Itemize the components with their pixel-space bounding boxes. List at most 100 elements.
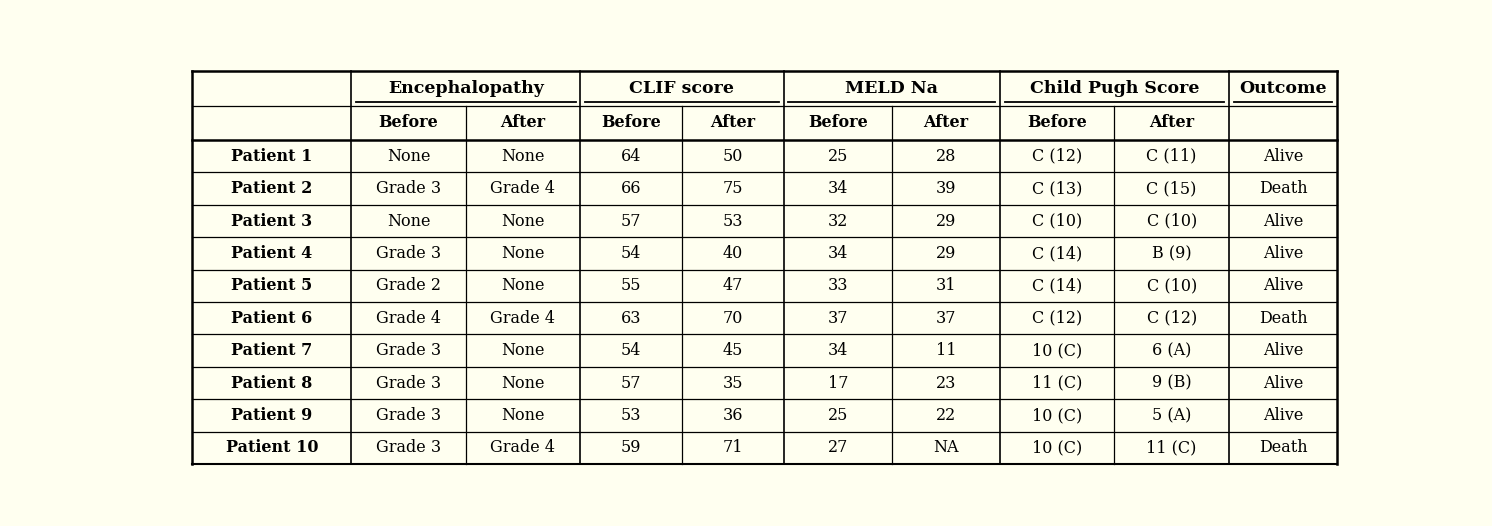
Bar [192, 432, 1337, 464]
Text: C (12): C (12) [1146, 310, 1197, 327]
Text: Alive: Alive [1262, 213, 1303, 229]
Bar [192, 173, 1337, 205]
Text: 54: 54 [621, 342, 642, 359]
Text: Grade 4: Grade 4 [376, 310, 442, 327]
Text: None: None [386, 148, 430, 165]
Text: CLIF score: CLIF score [630, 80, 734, 97]
Bar [192, 399, 1337, 432]
Text: NA: NA [932, 439, 959, 457]
Text: Grade 3: Grade 3 [376, 180, 442, 197]
Text: 32: 32 [828, 213, 847, 229]
Text: Patient 7: Patient 7 [231, 342, 312, 359]
Text: 40: 40 [722, 245, 743, 262]
Bar [192, 205, 1337, 237]
Text: 59: 59 [621, 439, 642, 457]
Text: Grade 4: Grade 4 [491, 439, 555, 457]
Text: 66: 66 [621, 180, 642, 197]
Text: 33: 33 [828, 277, 847, 295]
Text: 71: 71 [722, 439, 743, 457]
Text: None: None [501, 407, 545, 424]
Text: After: After [500, 114, 546, 132]
Text: 34: 34 [828, 342, 847, 359]
Text: 63: 63 [621, 310, 642, 327]
Text: 70: 70 [722, 310, 743, 327]
Text: C (13): C (13) [1032, 180, 1082, 197]
Text: 6 (A): 6 (A) [1152, 342, 1191, 359]
Text: Grade 2: Grade 2 [376, 277, 442, 295]
Text: Patient 3: Patient 3 [231, 213, 312, 229]
Text: Grade 4: Grade 4 [491, 310, 555, 327]
Text: 17: 17 [828, 375, 847, 391]
Text: None: None [501, 213, 545, 229]
Text: Grade 3: Grade 3 [376, 439, 442, 457]
Text: Death: Death [1259, 439, 1307, 457]
Text: Child Pugh Score: Child Pugh Score [1029, 80, 1200, 97]
Text: After: After [924, 114, 968, 132]
Text: C (10): C (10) [1146, 213, 1197, 229]
Text: 35: 35 [722, 375, 743, 391]
Text: 27: 27 [828, 439, 847, 457]
Text: 11 (C): 11 (C) [1146, 439, 1197, 457]
Text: 34: 34 [828, 180, 847, 197]
Text: 25: 25 [828, 407, 847, 424]
Text: Alive: Alive [1262, 245, 1303, 262]
Text: After: After [1149, 114, 1194, 132]
Text: C (12): C (12) [1032, 148, 1082, 165]
Text: Grade 4: Grade 4 [491, 180, 555, 197]
Text: Before: Before [807, 114, 868, 132]
Text: 10 (C): 10 (C) [1032, 342, 1082, 359]
Text: 64: 64 [621, 148, 642, 165]
Text: 31: 31 [935, 277, 956, 295]
Text: None: None [501, 245, 545, 262]
Text: Alive: Alive [1262, 277, 1303, 295]
Text: Patient 4: Patient 4 [231, 245, 312, 262]
Text: Death: Death [1259, 180, 1307, 197]
Text: None: None [501, 375, 545, 391]
Text: None: None [501, 342, 545, 359]
Text: 53: 53 [621, 407, 642, 424]
Text: C (11): C (11) [1146, 148, 1197, 165]
Text: Grade 3: Grade 3 [376, 342, 442, 359]
Text: C (10): C (10) [1146, 277, 1197, 295]
Text: 36: 36 [722, 407, 743, 424]
Text: 54: 54 [621, 245, 642, 262]
Bar [192, 302, 1337, 335]
Text: After: After [710, 114, 755, 132]
Text: 11: 11 [935, 342, 956, 359]
Bar [192, 106, 1337, 140]
Text: Patient 9: Patient 9 [231, 407, 312, 424]
Text: 28: 28 [935, 148, 956, 165]
Text: None: None [386, 213, 430, 229]
Bar [192, 71, 1337, 106]
Text: C (10): C (10) [1032, 213, 1082, 229]
Text: 11 (C): 11 (C) [1032, 375, 1082, 391]
Bar [192, 367, 1337, 399]
Text: Encephalopathy: Encephalopathy [388, 80, 543, 97]
Text: None: None [501, 148, 545, 165]
Text: 37: 37 [828, 310, 847, 327]
Text: 22: 22 [935, 407, 956, 424]
Text: Grade 3: Grade 3 [376, 407, 442, 424]
Text: 39: 39 [935, 180, 956, 197]
Text: Before: Before [379, 114, 439, 132]
Text: 10 (C): 10 (C) [1032, 407, 1082, 424]
Text: 25: 25 [828, 148, 847, 165]
Text: 55: 55 [621, 277, 642, 295]
Text: 10 (C): 10 (C) [1032, 439, 1082, 457]
Text: 29: 29 [935, 213, 956, 229]
Text: 75: 75 [722, 180, 743, 197]
Bar [192, 237, 1337, 270]
Text: Outcome: Outcome [1240, 80, 1326, 97]
Text: Patient 5: Patient 5 [231, 277, 312, 295]
Text: MELD Na: MELD Na [846, 80, 938, 97]
Text: 47: 47 [722, 277, 743, 295]
Text: 9 (B): 9 (B) [1152, 375, 1192, 391]
Text: 5 (A): 5 (A) [1152, 407, 1191, 424]
Text: 57: 57 [621, 213, 642, 229]
Text: 29: 29 [935, 245, 956, 262]
Text: Patient 10: Patient 10 [225, 439, 318, 457]
Bar [192, 270, 1337, 302]
Text: Death: Death [1259, 310, 1307, 327]
Text: 45: 45 [722, 342, 743, 359]
Text: None: None [501, 277, 545, 295]
